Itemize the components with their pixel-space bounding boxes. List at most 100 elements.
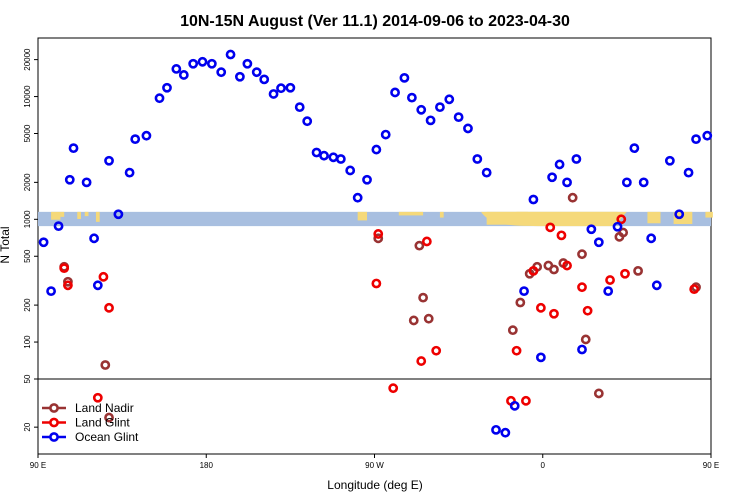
data-point (554, 159, 565, 170)
data-point (46, 286, 56, 297)
data-point (453, 112, 464, 123)
chart-title: 10N-15N August (Ver 11.1) 2014-09-06 to … (180, 13, 570, 30)
land-segment (95, 211, 100, 222)
data-point (535, 302, 546, 313)
data-point (562, 260, 572, 271)
data-point (691, 134, 701, 145)
data-point (528, 194, 539, 205)
data-point (371, 144, 382, 155)
data-point (435, 102, 445, 113)
data-point (629, 143, 640, 154)
x-tick-label: 90 W (365, 461, 384, 470)
data-point (431, 345, 442, 356)
data-point (63, 276, 73, 287)
data-point (89, 233, 99, 244)
data-point (515, 297, 526, 308)
land-segment (77, 211, 81, 219)
legend-label: Ocean Glint (75, 430, 139, 444)
data-point (621, 177, 632, 188)
data-point (702, 130, 713, 141)
data-point (549, 264, 559, 275)
data-point (408, 315, 419, 326)
x-tick-label: 180 (200, 461, 214, 470)
data-point (399, 72, 410, 83)
y-tick-label: 5000 (23, 124, 32, 142)
data-point (130, 134, 141, 145)
data-point (197, 56, 208, 67)
data-point (371, 278, 382, 289)
data-point (92, 392, 103, 403)
data-point (638, 177, 649, 188)
data-point (380, 129, 391, 140)
data-point (104, 412, 114, 423)
data-point (259, 74, 270, 85)
data-point (251, 67, 262, 78)
data-point (528, 265, 539, 276)
land-ocean-band (38, 211, 713, 227)
data-point (421, 236, 432, 247)
data-point (547, 172, 557, 183)
data-point (556, 230, 567, 241)
plot-frame (37, 37, 712, 455)
data-point (225, 49, 236, 60)
y-tick-label: 10000 (23, 85, 32, 108)
land-segment (60, 211, 65, 217)
data-point (98, 271, 109, 282)
data-point (178, 70, 189, 80)
data-point (500, 427, 511, 438)
data-point (63, 280, 73, 291)
data-point (311, 147, 322, 158)
data-point (577, 282, 587, 293)
data-point (302, 116, 313, 127)
x-tick-label: 0 (541, 461, 546, 470)
data-point (345, 165, 356, 176)
data-point (633, 265, 643, 276)
data-point (593, 237, 604, 248)
data-point (463, 123, 473, 134)
data-point (416, 104, 427, 115)
y-tick-label: 500 (23, 249, 32, 263)
data-point (674, 209, 685, 220)
land-segment (84, 211, 89, 217)
data-point (423, 313, 434, 324)
y-tick-label: 20000 (23, 48, 32, 71)
data-point (567, 192, 578, 203)
data-point (81, 177, 92, 188)
land-segment (439, 211, 444, 218)
data-point (113, 209, 124, 220)
data-point (519, 286, 529, 297)
data-point (511, 345, 522, 356)
legend-marker (49, 417, 59, 428)
series-ocean-glint (38, 49, 713, 438)
land-segment (51, 211, 61, 220)
series-land-nadir (59, 192, 701, 423)
data-point (491, 424, 501, 435)
data-point (580, 334, 591, 345)
y-tick-label: 1000 (23, 210, 32, 228)
y-tick-label: 50 (23, 374, 32, 383)
data-point (141, 130, 152, 141)
data-point (472, 154, 483, 164)
data-point (425, 115, 436, 126)
data-point (605, 275, 615, 285)
data-point (577, 344, 587, 355)
data-point (362, 174, 372, 185)
data-point (414, 240, 425, 251)
land-segment (481, 211, 627, 227)
data-point (416, 356, 427, 366)
data-point (216, 67, 227, 78)
data-point (124, 167, 135, 178)
data-point (618, 227, 629, 238)
data-point (206, 58, 217, 69)
y-axis: 100 200 500 1000 2000 5000 10000 20000 20 50 (23, 48, 38, 432)
land-segment (398, 211, 424, 216)
data-point (651, 280, 662, 291)
data-point (352, 192, 363, 203)
plot-border (37, 37, 712, 455)
x-axis: 90 E 180 90 W 0 90 E (30, 454, 719, 470)
legend-label: Land Glint (75, 416, 130, 430)
data-point (521, 395, 531, 406)
data-point (549, 308, 559, 319)
data-point (373, 233, 384, 244)
